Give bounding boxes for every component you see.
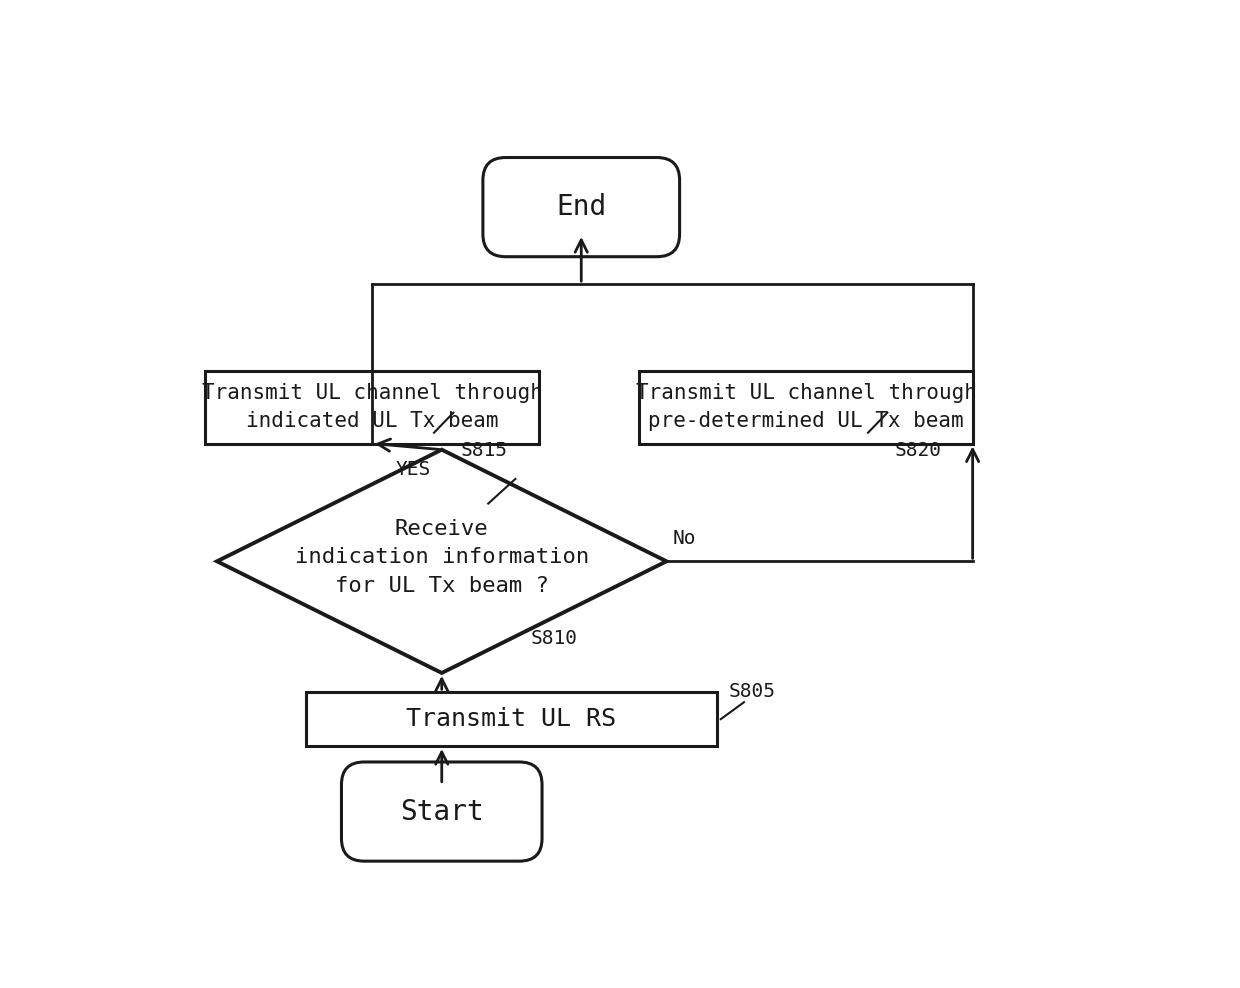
Text: Transmit UL channel through
pre-determined UL Tx beam: Transmit UL channel through pre-determin… — [636, 383, 976, 432]
FancyBboxPatch shape — [482, 157, 680, 257]
Text: End: End — [556, 193, 606, 221]
Polygon shape — [217, 450, 667, 673]
Text: S810: S810 — [531, 629, 578, 648]
Bar — [206, 370, 538, 444]
Text: Transmit UL channel through
indicated UL Tx beam: Transmit UL channel through indicated UL… — [202, 383, 542, 432]
Text: YES: YES — [396, 460, 430, 479]
FancyBboxPatch shape — [341, 762, 542, 862]
Text: S815: S815 — [461, 441, 508, 459]
Text: S805: S805 — [729, 682, 775, 700]
Text: Start: Start — [399, 797, 484, 826]
Bar — [640, 370, 972, 444]
Text: Transmit UL RS: Transmit UL RS — [407, 707, 616, 731]
Text: S820: S820 — [895, 441, 942, 459]
Text: No: No — [672, 530, 696, 548]
Bar — [306, 693, 717, 746]
Text: Receive
indication information
for UL Tx beam ?: Receive indication information for UL Tx… — [295, 519, 589, 597]
